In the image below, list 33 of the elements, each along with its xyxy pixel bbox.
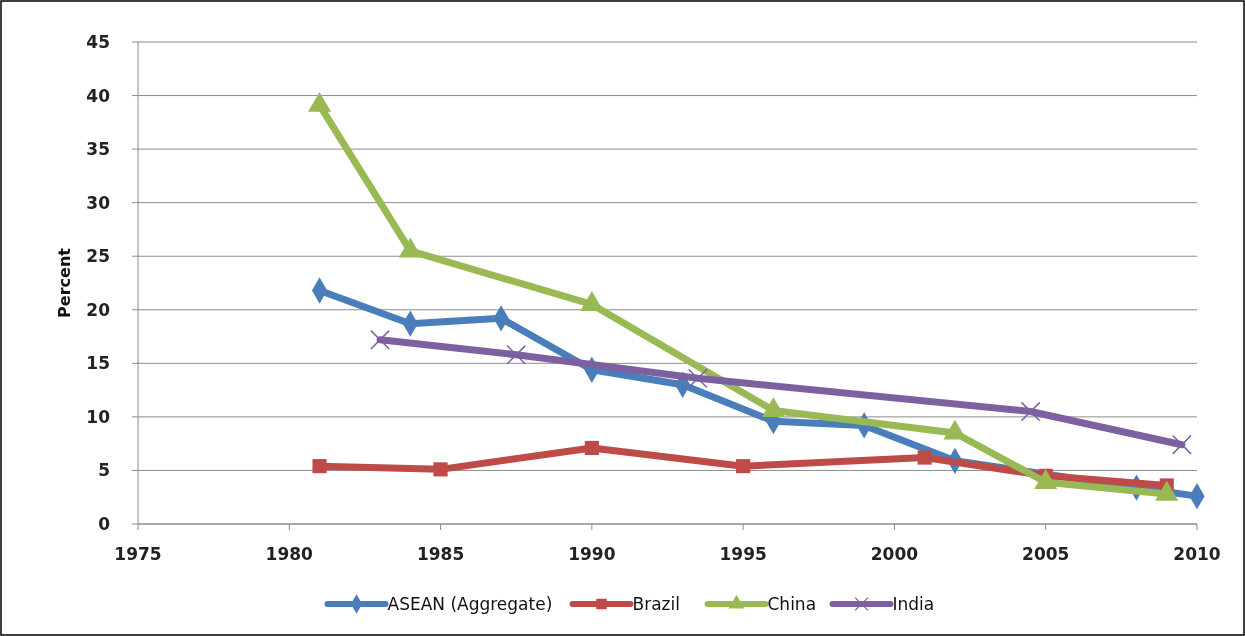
y-tick-label: 15 <box>86 353 110 374</box>
y-tick-label: 10 <box>86 406 111 427</box>
y-tick-label: 0 <box>98 513 111 534</box>
point <box>1020 401 1041 422</box>
point <box>433 462 448 477</box>
legend-label: Brazil <box>632 593 680 614</box>
point <box>917 450 932 465</box>
legend-label: China <box>767 593 817 614</box>
x-tick-label: 1990 <box>568 544 616 564</box>
point <box>370 329 390 350</box>
legend-label: India <box>892 593 935 614</box>
x-tick-label: 2005 <box>1022 544 1070 564</box>
point <box>736 459 751 474</box>
x-tick-label: 2000 <box>870 544 919 564</box>
y-tick-label: 40 <box>86 85 111 106</box>
x-tick-label: 1985 <box>416 544 465 564</box>
point <box>506 344 527 365</box>
x-tick-label: 2010 <box>1173 544 1221 564</box>
x-tick-label: 1995 <box>719 544 767 564</box>
point <box>687 368 708 389</box>
point <box>1171 434 1192 455</box>
x-tick-label: 1980 <box>265 544 314 564</box>
y-tick-label: 35 <box>86 139 110 160</box>
y-tick-label: 30 <box>86 192 111 213</box>
point <box>312 459 327 474</box>
y-tick-label: 25 <box>86 246 110 267</box>
legend-label: ASEAN (Aggregate) <box>387 593 553 614</box>
point <box>584 440 599 456</box>
y-tick-label: 20 <box>86 299 111 320</box>
y-tick-label: 45 <box>86 31 110 52</box>
y-tick-label: 5 <box>98 460 110 481</box>
y-axis-title: Percent <box>55 247 74 318</box>
x-tick-label: 1975 <box>114 544 162 564</box>
